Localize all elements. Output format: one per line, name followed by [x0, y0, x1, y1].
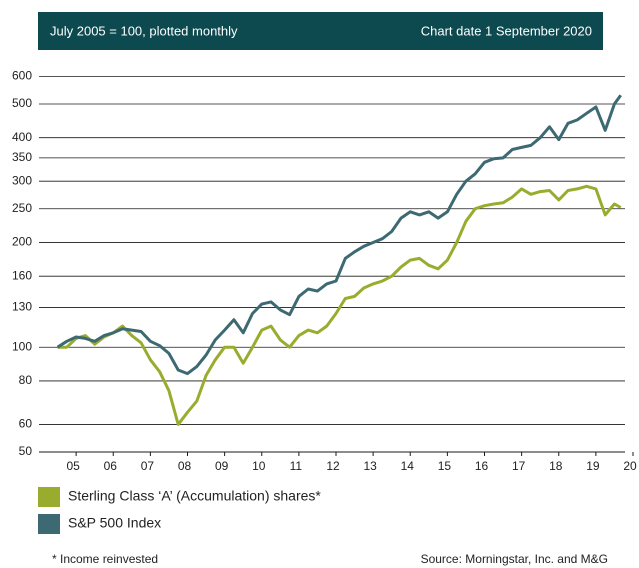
x-tick-label: 19 — [586, 459, 600, 473]
x-tick-label: 06 — [104, 459, 118, 473]
source: Source: Morningstar, Inc. and M&G — [421, 552, 608, 566]
x-tick-label: 09 — [215, 459, 229, 473]
x-tick-label: 07 — [141, 459, 155, 473]
y-tick-label: 130 — [12, 300, 32, 314]
y-tick-label: 350 — [12, 150, 32, 164]
x-tick-label: 18 — [549, 459, 563, 473]
legend-label: S&P 500 Index — [68, 515, 161, 531]
legend-label: Sterling Class ‘A’ (Accumulation) shares… — [68, 488, 321, 504]
y-tick-label: 200 — [12, 235, 32, 249]
legend-swatch — [38, 514, 60, 534]
y-tick-label: 300 — [12, 173, 32, 187]
x-tick-label: 20 — [623, 459, 637, 473]
x-tick-label: 14 — [401, 459, 415, 473]
y-tick-label: 400 — [12, 130, 32, 144]
footnote: * Income reinvested — [52, 552, 158, 566]
y-tick-label: 500 — [12, 96, 32, 110]
x-tick-label: 15 — [438, 459, 452, 473]
legend-swatch — [38, 487, 60, 507]
x-tick-label: 16 — [475, 459, 489, 473]
y-tick-label: 60 — [19, 417, 33, 431]
x-tick-label: 05 — [66, 459, 80, 473]
y-tick-label: 50 — [19, 444, 33, 458]
chart-subtitle: July 2005 = 100, plotted monthly — [50, 23, 238, 38]
x-tick-label: 11 — [290, 459, 303, 473]
x-tick-label: 08 — [178, 459, 192, 473]
y-tick-label: 160 — [12, 268, 32, 282]
series-line — [56, 94, 622, 376]
x-tick-label: 13 — [363, 459, 377, 473]
x-tick-label: 17 — [512, 459, 526, 473]
y-tick-label: 100 — [12, 339, 32, 353]
chart-annotation: Chart date 1 September 2020 — [421, 23, 592, 38]
header-band — [38, 12, 603, 50]
series-line — [57, 184, 622, 426]
x-tick-label: 10 — [252, 459, 266, 473]
y-tick-label: 80 — [19, 373, 33, 387]
y-tick-label: 600 — [12, 69, 32, 83]
y-tick-label: 250 — [12, 201, 32, 215]
x-tick-label: 12 — [326, 459, 340, 473]
